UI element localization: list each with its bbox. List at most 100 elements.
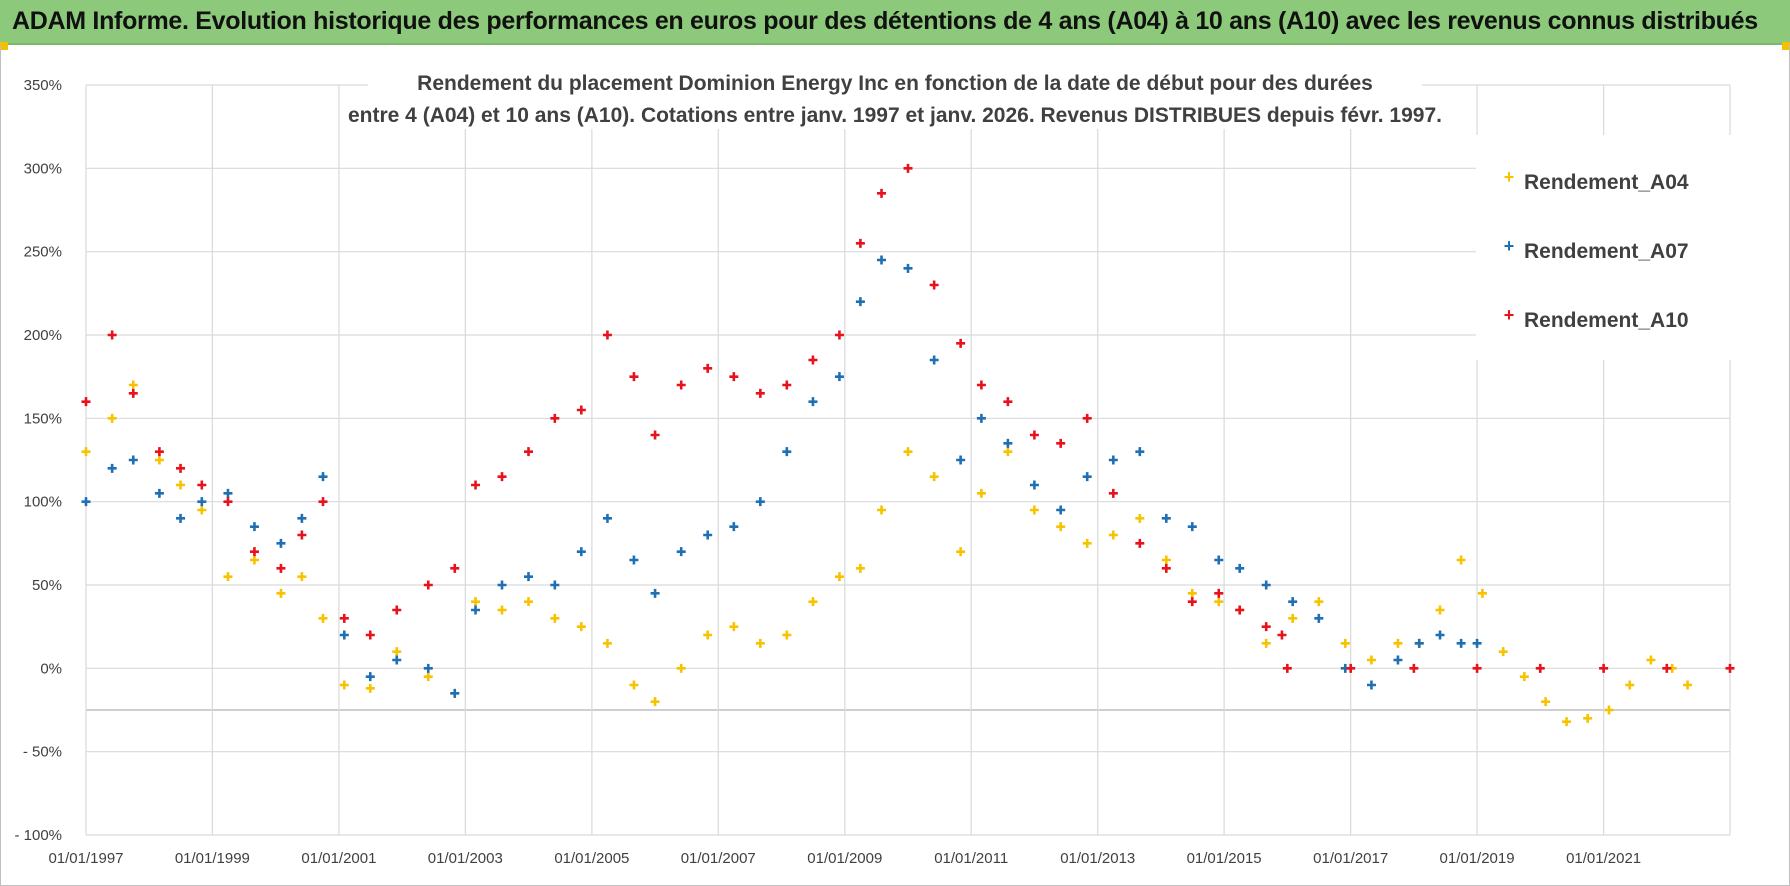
data-point [81,447,91,457]
data-point [154,488,164,498]
x-tick-label: 01/01/2007 [681,850,756,867]
data-point [1135,538,1145,548]
data-point [1541,697,1551,707]
data-point [497,605,507,615]
data-point [1056,438,1066,448]
data-point [1235,563,1245,573]
data-point [877,505,887,515]
data-point [929,472,939,482]
data-point [423,672,433,682]
data-point [197,497,207,507]
data-point [782,630,792,640]
data-point [297,530,307,540]
data-point [729,622,739,632]
data-point [703,630,713,640]
data-point [956,455,966,465]
data-point [297,513,307,523]
data-point [471,605,481,615]
data-point [249,547,259,557]
x-tick-label: 01/01/2003 [428,850,503,867]
data-point [423,580,433,590]
y-tick-label: - 100% [14,827,62,844]
y-tick-label: 100% [24,494,62,511]
data-point [1683,680,1693,690]
data-point [956,547,966,557]
data-point [976,413,986,423]
data-point [223,488,233,498]
data-point [929,355,939,365]
data-point [1135,513,1145,523]
data-point [1288,597,1298,607]
data-point [297,572,307,582]
data-point [576,405,586,415]
data-point [249,555,259,565]
data-point [392,605,402,615]
banner-title: ADAM Informe. Evolution historique des p… [12,7,1758,35]
data-point [339,630,349,640]
data-point [602,513,612,523]
y-tick-label: 0% [40,660,62,677]
x-tick-label: 01/01/1997 [48,850,123,867]
data-point [497,472,507,482]
data-point [550,413,560,423]
series-layer [81,163,1735,727]
x-axis-ticks: 01/01/1997 01/01/1999 01/01/2001 01/01/2003… [48,850,1641,867]
data-point [676,547,686,557]
x-tick-label: 01/01/2009 [807,850,882,867]
x-tick-label: 01/01/2017 [1313,850,1388,867]
y-axis-ticks: - 100% - 50% 0% 50% 100% 150% 200% 250% 300% 350% [14,77,62,844]
data-point [1029,430,1039,440]
data-point [855,563,865,573]
data-point [365,672,375,682]
legend: + Rendement_A04 + Rendement_A07 + Rendem… [1476,135,1734,360]
data-point [176,463,186,473]
data-point [1082,538,1092,548]
data-point [576,547,586,557]
x-tick-label: 01/01/1999 [175,850,250,867]
data-point [808,597,818,607]
data-point [107,463,117,473]
data-point [1161,513,1171,523]
data-point [128,455,138,465]
y-tick-label: 200% [24,327,62,344]
data-point [1662,663,1672,673]
legend-label-a10: Rendement_A10 [1524,309,1689,332]
data-point [1277,630,1287,640]
data-point [276,563,286,573]
data-point [1625,680,1635,690]
data-point [1282,663,1292,673]
data-point [1414,638,1424,648]
data-point [1108,455,1118,465]
data-point [808,355,818,365]
data-point [676,663,686,673]
data-point [1366,680,1376,690]
x-tick-label: 01/01/2019 [1440,850,1515,867]
data-point [602,330,612,340]
y-tick-label: 350% [24,77,62,94]
data-point [1003,397,1013,407]
data-point [365,683,375,693]
data-point [497,580,507,590]
data-point [524,572,534,582]
data-point [1314,613,1324,623]
data-point [1056,505,1066,515]
data-point [1535,663,1545,673]
data-point [1393,638,1403,648]
report-banner: ADAM Informe. Evolution historique des p… [0,0,1790,45]
data-point [1346,663,1356,673]
data-point [1161,563,1171,573]
data-point [1562,717,1572,727]
data-point [1187,597,1197,607]
legend-marker-a07: + [1504,236,1515,256]
legend-box [1476,135,1734,360]
data-point [128,388,138,398]
data-point [176,513,186,523]
data-point [1261,622,1271,632]
data-point [1214,588,1224,598]
data-point [1583,713,1593,723]
data-point [1214,555,1224,565]
data-point [1003,438,1013,448]
data-point [1029,505,1039,515]
data-point [1108,488,1118,498]
y-tick-label: 50% [32,577,62,594]
